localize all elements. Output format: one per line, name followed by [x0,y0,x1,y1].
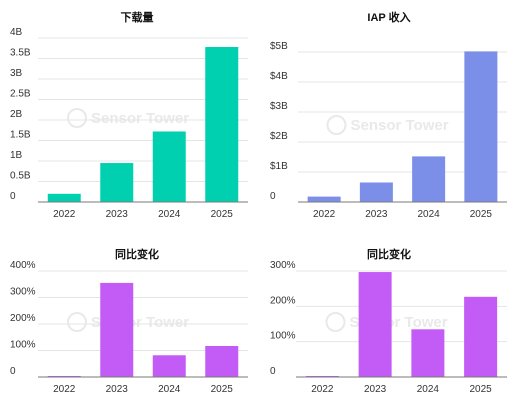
x-tick-label: 2024 [418,209,441,220]
y-tick-label: 200% [270,295,296,306]
chart-title: IAP 收入 [367,10,410,24]
y-tick-label: 0 [10,366,16,377]
bar [205,47,239,202]
x-tick-label: 2024 [417,384,440,395]
x-tick-label: 2025 [211,384,234,395]
y-tick-label: 400% [10,260,36,271]
bar [100,282,134,377]
y-tick-label: 3B [10,68,23,79]
bar [307,196,341,202]
bar [464,296,498,377]
y-tick-label: $2B [270,131,288,142]
y-tick-label: 0 [270,191,276,202]
watermark-logo-icon [67,312,87,332]
y-tick-label: 2B [10,109,23,120]
y-tick-label: 2.5B [10,89,31,100]
y-tick-label: 0.5B [10,171,31,182]
x-tick-label: 2022 [313,209,336,220]
x-tick-label: 2023 [364,384,387,395]
y-tick-label: 3.5B [10,48,31,59]
y-tick-label: $4B [270,71,288,82]
bar [411,329,445,377]
y-tick-label: 1.5B [10,130,31,141]
y-tick-label: $1B [270,161,288,172]
y-tick-label: 4B [10,27,23,38]
x-tick-label: 2025 [470,209,493,220]
x-tick-label: 2022 [53,209,76,220]
watermark-logo-icon [325,312,346,332]
watermark-logo-icon [326,115,347,135]
y-tick-label: 100% [270,331,296,342]
y-tick-label: 100% [10,340,36,351]
y-tick-label: 1B [10,150,23,161]
watermark-logo-icon [67,108,87,128]
bar [412,156,446,202]
y-tick-label: 300% [10,287,36,298]
y-tick-label: 0 [270,366,276,377]
watermark-text: Sensor Tower [91,110,189,127]
x-tick-label: 2023 [106,209,129,220]
x-tick-label: 2023 [365,209,388,220]
chart-title: 下载量 [121,10,154,24]
x-tick-label: 2024 [158,209,181,220]
bar [358,272,392,377]
x-tick-label: 2024 [158,384,181,395]
y-tick-label: $3B [270,101,288,112]
x-tick-label: 2025 [470,384,493,395]
x-tick-label: 2022 [53,384,76,395]
y-tick-label: 300% [270,260,296,271]
bar [464,51,498,203]
bar [359,182,393,202]
watermark-text: Sensor Tower [351,117,449,134]
x-tick-label: 2022 [311,384,334,395]
y-tick-label: 200% [10,313,36,324]
x-tick-label: 2023 [106,384,129,395]
chart-title: 同比变化 [115,247,159,261]
bar [152,355,186,377]
bar [47,193,81,202]
y-tick-label: 0 [10,191,16,202]
bar [152,131,186,202]
bar [205,345,239,377]
y-tick-label: $5B [270,41,288,52]
chart-title: 同比变化 [367,247,411,261]
bar [100,163,134,202]
x-tick-label: 2025 [211,209,234,220]
